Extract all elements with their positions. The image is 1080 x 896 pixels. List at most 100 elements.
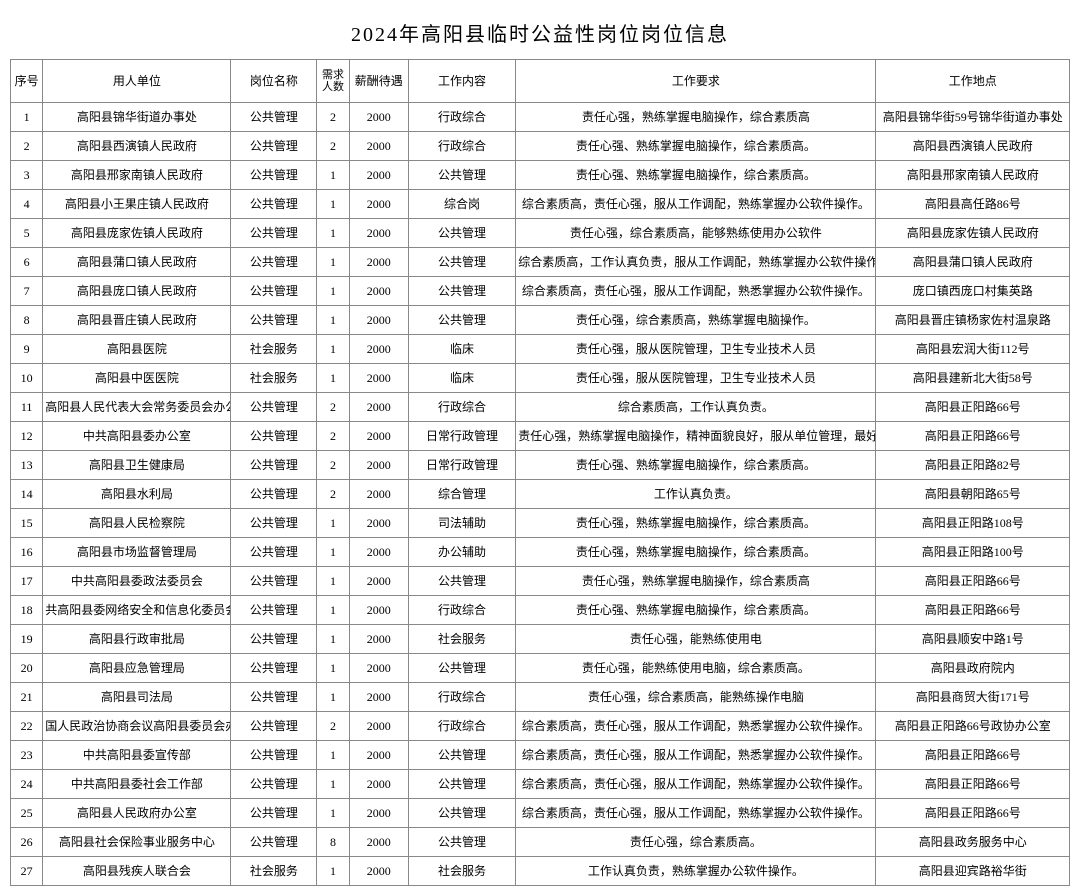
- cell-position: 公共管理: [231, 190, 317, 219]
- cell-location: 高阳县政府院内: [876, 654, 1070, 683]
- cell-seq: 25: [11, 799, 43, 828]
- cell-seq: 3: [11, 161, 43, 190]
- cell-employer: 高阳县人民政府办公室: [43, 799, 231, 828]
- table-row: 3高阳县邢家南镇人民政府公共管理12000公共管理责任心强、熟练掌握电脑操作，综…: [11, 161, 1070, 190]
- cell-content: 公共管理: [408, 567, 516, 596]
- cell-seq: 9: [11, 335, 43, 364]
- cell-employer: 高阳县庞家佐镇人民政府: [43, 219, 231, 248]
- cell-count: 1: [317, 625, 349, 654]
- cell-position: 公共管理: [231, 654, 317, 683]
- table-row: 15高阳县人民检察院公共管理12000司法辅助责任心强，熟练掌握电脑操作，综合素…: [11, 509, 1070, 538]
- cell-employer: 高阳县医院: [43, 335, 231, 364]
- cell-count: 2: [317, 712, 349, 741]
- cell-employer: 高阳县小王果庄镇人民政府: [43, 190, 231, 219]
- cell-location: 高阳县正阳路66号: [876, 422, 1070, 451]
- cell-content: 公共管理: [408, 828, 516, 857]
- cell-employer: 高阳县市场监督管理局: [43, 538, 231, 567]
- cell-count: 2: [317, 393, 349, 422]
- cell-content: 公共管理: [408, 219, 516, 248]
- cell-content: 公共管理: [408, 770, 516, 799]
- cell-position: 社会服务: [231, 364, 317, 393]
- cell-seq: 26: [11, 828, 43, 857]
- cell-location: 高阳县正阳路66号: [876, 596, 1070, 625]
- cell-location: 庞口镇西庞口村集英路: [876, 277, 1070, 306]
- cell-salary: 2000: [349, 132, 408, 161]
- cell-seq: 14: [11, 480, 43, 509]
- cell-content: 综合岗: [408, 190, 516, 219]
- cell-salary: 2000: [349, 103, 408, 132]
- cell-req: 责任心强、熟练掌握电脑操作，综合素质高。: [516, 132, 876, 161]
- cell-seq: 19: [11, 625, 43, 654]
- cell-count: 2: [317, 103, 349, 132]
- cell-salary: 2000: [349, 364, 408, 393]
- cell-employer: 高阳县卫生健康局: [43, 451, 231, 480]
- cell-count: 1: [317, 364, 349, 393]
- table-row: 6高阳县蒲口镇人民政府公共管理12000公共管理综合素质高，工作认真负责，服从工…: [11, 248, 1070, 277]
- cell-content: 社会服务: [408, 625, 516, 654]
- cell-location: 高阳县正阳路66号: [876, 567, 1070, 596]
- table-body: 1高阳县锦华街道办事处公共管理22000行政综合责任心强，熟练掌握电脑操作，综合…: [11, 103, 1070, 886]
- cell-req: 责任心强，能熟练使用电: [516, 625, 876, 654]
- cell-employer: 中共高阳县委政法委员会: [43, 567, 231, 596]
- cell-salary: 2000: [349, 596, 408, 625]
- cell-count: 1: [317, 277, 349, 306]
- table-row: 19高阳县行政审批局公共管理12000社会服务责任心强，能熟练使用电高阳县顺安中…: [11, 625, 1070, 654]
- cell-location: 高阳县西演镇人民政府: [876, 132, 1070, 161]
- cell-salary: 2000: [349, 654, 408, 683]
- cell-position: 公共管理: [231, 132, 317, 161]
- cell-salary: 2000: [349, 219, 408, 248]
- header-employer: 用人单位: [43, 60, 231, 103]
- cell-salary: 2000: [349, 277, 408, 306]
- cell-count: 1: [317, 509, 349, 538]
- cell-location: 高阳县晋庄镇杨家佐村温泉路: [876, 306, 1070, 335]
- cell-employer: 高阳县应急管理局: [43, 654, 231, 683]
- cell-count: 2: [317, 480, 349, 509]
- table-row: 5高阳县庞家佐镇人民政府公共管理12000公共管理责任心强，综合素质高，能够熟练…: [11, 219, 1070, 248]
- cell-content: 综合管理: [408, 480, 516, 509]
- cell-count: 1: [317, 161, 349, 190]
- cell-content: 行政综合: [408, 103, 516, 132]
- cell-req: 责任心强、熟练掌握电脑操作，综合素质高。: [516, 596, 876, 625]
- table-row: 2高阳县西演镇人民政府公共管理22000行政综合责任心强、熟练掌握电脑操作，综合…: [11, 132, 1070, 161]
- cell-count: 1: [317, 306, 349, 335]
- header-count: 需求人数: [317, 60, 349, 103]
- cell-req: 综合素质高，工作认真负责，服从工作调配，熟练掌握办公软件操作。: [516, 248, 876, 277]
- table-row: 10高阳县中医医院社会服务12000临床责任心强，服从医院管理，卫生专业技术人员…: [11, 364, 1070, 393]
- cell-salary: 2000: [349, 538, 408, 567]
- cell-count: 1: [317, 567, 349, 596]
- cell-content: 公共管理: [408, 654, 516, 683]
- table-row: 13高阳县卫生健康局公共管理22000日常行政管理责任心强、熟练掌握电脑操作，综…: [11, 451, 1070, 480]
- cell-salary: 2000: [349, 393, 408, 422]
- cell-seq: 13: [11, 451, 43, 480]
- cell-seq: 20: [11, 654, 43, 683]
- cell-position: 公共管理: [231, 683, 317, 712]
- table-row: 21高阳县司法局公共管理12000行政综合责任心强，综合素质高，能熟练操作电脑高…: [11, 683, 1070, 712]
- cell-location: 高阳县邢家南镇人民政府: [876, 161, 1070, 190]
- cell-seq: 5: [11, 219, 43, 248]
- cell-employer: 国人民政治协商会议高阳县委员会办公室: [43, 712, 231, 741]
- cell-employer: 高阳县蒲口镇人民政府: [43, 248, 231, 277]
- cell-count: 1: [317, 596, 349, 625]
- cell-employer: 高阳县人民代表大会常务委员会办公室: [43, 393, 231, 422]
- cell-salary: 2000: [349, 480, 408, 509]
- cell-content: 司法辅助: [408, 509, 516, 538]
- cell-salary: 2000: [349, 422, 408, 451]
- table-row: 22国人民政治协商会议高阳县委员会办公室公共管理22000行政综合综合素质高，责…: [11, 712, 1070, 741]
- cell-employer: 高阳县庞口镇人民政府: [43, 277, 231, 306]
- table-row: 1高阳县锦华街道办事处公共管理22000行政综合责任心强，熟练掌握电脑操作，综合…: [11, 103, 1070, 132]
- cell-content: 临床: [408, 335, 516, 364]
- table-row: 23中共高阳县委宣传部公共管理12000公共管理综合素质高，责任心强，服从工作调…: [11, 741, 1070, 770]
- cell-count: 2: [317, 132, 349, 161]
- cell-content: 公共管理: [408, 741, 516, 770]
- cell-count: 1: [317, 654, 349, 683]
- table-row: 16高阳县市场监督管理局公共管理12000办公辅助责任心强，熟练掌握电脑操作，综…: [11, 538, 1070, 567]
- cell-position: 公共管理: [231, 161, 317, 190]
- cell-content: 日常行政管理: [408, 451, 516, 480]
- cell-req: 综合素质高，责任心强，服从工作调配，熟悉掌握办公软件操作。: [516, 277, 876, 306]
- jobs-table: 序号 用人单位 岗位名称 需求人数 薪酬待遇 工作内容 工作要求 工作地点 1高…: [10, 59, 1070, 886]
- cell-content: 日常行政管理: [408, 422, 516, 451]
- cell-req: 责任心强，能熟练使用电脑，综合素质高。: [516, 654, 876, 683]
- cell-req: 综合素质高，责任心强，服从工作调配，熟练掌握办公软件操作。: [516, 190, 876, 219]
- cell-salary: 2000: [349, 828, 408, 857]
- cell-content: 行政综合: [408, 596, 516, 625]
